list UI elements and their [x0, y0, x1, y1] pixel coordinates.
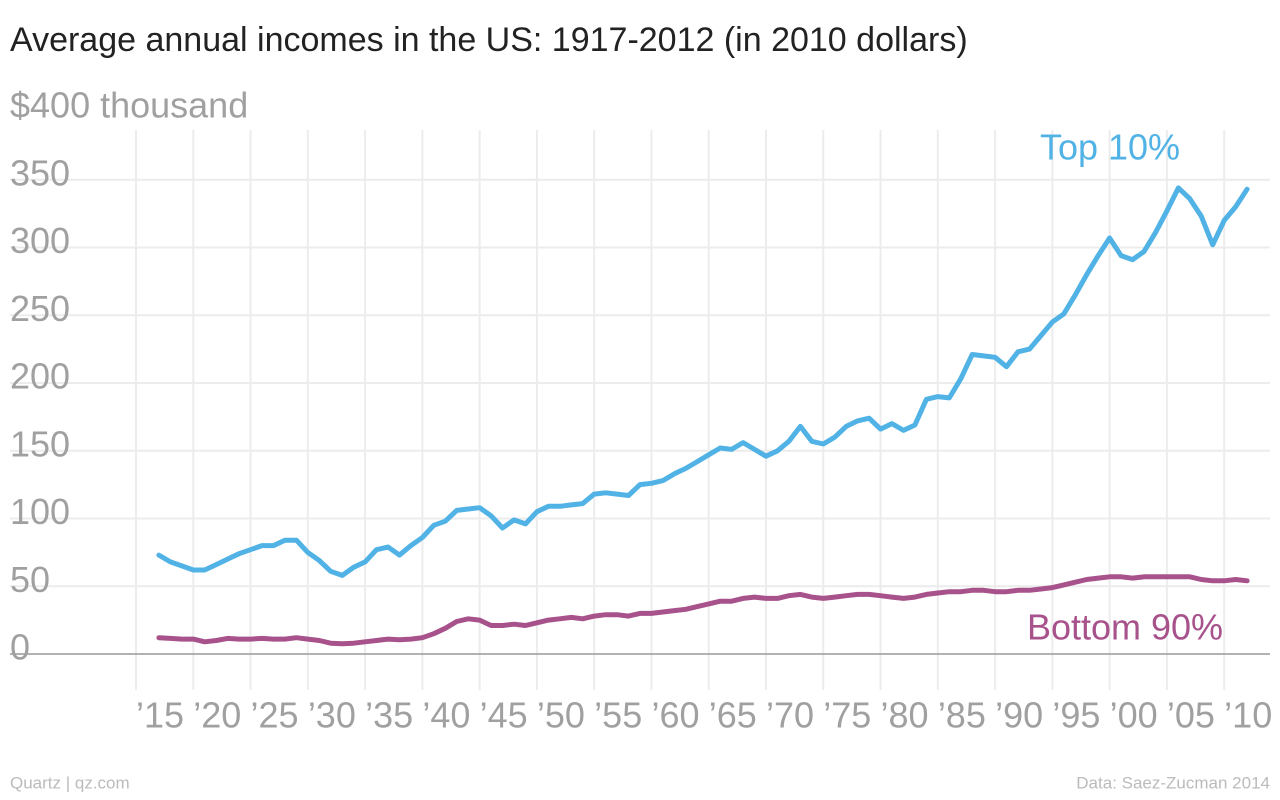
x-tick-label: ’40 [422, 695, 470, 736]
credit: Quartz | qz.com [10, 773, 130, 792]
x-tick-label: ’10 [1224, 695, 1272, 736]
x-tick-label: ’90 [995, 695, 1043, 736]
x-tick-label: ’55 [594, 695, 642, 736]
y-tick-label: 200 [10, 356, 70, 397]
x-tick-label: ’80 [881, 695, 929, 736]
y-tick-label: 300 [10, 220, 70, 261]
source: Data: Saez-Zucman 2014 [1076, 773, 1270, 792]
x-tick-label: ’70 [766, 695, 814, 736]
x-tick-label: ’30 [308, 695, 356, 736]
legend-label: Top 10% [1040, 127, 1180, 168]
x-tick-label: ’60 [651, 695, 699, 736]
x-tick-label: ’85 [938, 695, 986, 736]
legend-label: Bottom 90% [1027, 607, 1223, 648]
y-tick-label: $400 thousand [10, 85, 248, 126]
x-tick-label: ’00 [1110, 695, 1158, 736]
y-tick-label: 50 [10, 559, 50, 600]
series-line [156, 185, 1250, 578]
x-tick-label: ’50 [537, 695, 585, 736]
x-tick-label: ’15 [136, 695, 184, 736]
y-tick-label: 0 [10, 627, 30, 668]
chart-title: Average annual incomes in the US: 1917-2… [10, 21, 968, 59]
y-tick-label: 100 [10, 491, 70, 532]
x-tick-label: ’05 [1167, 695, 1215, 736]
x-tick-label: ’45 [480, 695, 528, 736]
y-tick-label: 350 [10, 152, 70, 193]
x-tick-label: ’25 [251, 695, 299, 736]
x-tick-label: ’75 [823, 695, 871, 736]
x-tick-label: ’65 [709, 695, 757, 736]
y-tick-label: 250 [10, 288, 70, 329]
y-tick-label: 150 [10, 423, 70, 464]
x-tick-label: ’20 [193, 695, 241, 736]
x-tick-label: ’95 [1052, 695, 1100, 736]
x-tick-label: ’35 [365, 695, 413, 736]
series-line [156, 574, 1250, 647]
